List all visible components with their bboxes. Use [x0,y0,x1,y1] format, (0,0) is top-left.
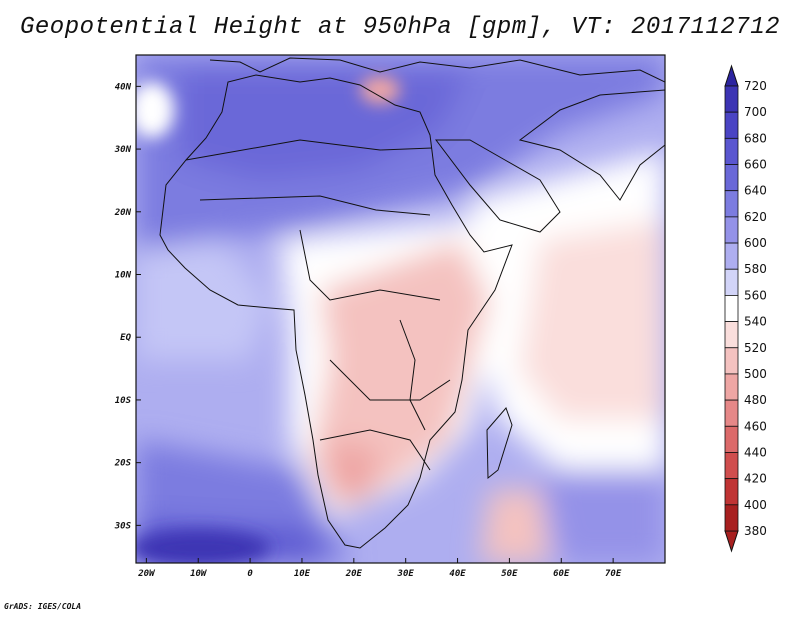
colorbar-label: 640 [744,184,767,198]
colorbar-swatch [724,504,739,532]
longitude-axis: 20W 10W 0 10E 20E 30E 40E 50E 60E 70E [137,558,622,579]
colorbar-swatch [724,295,739,322]
colorbar-label: 420 [744,472,767,486]
colorbar-swatch [724,321,739,349]
map-frame [135,54,666,564]
colorbar-swatch [724,399,739,427]
lon-tick-label: 70E [605,569,622,579]
colorbar-label: 560 [744,288,767,302]
lon-tick-label: 30E [397,569,415,579]
lon-tick-label: 50E [501,569,518,579]
lon-tick-label: 10E [294,569,311,579]
colorbar-swatch [724,85,739,113]
colorbar-label: 380 [744,524,767,538]
colorbar-label: 700 [744,105,767,119]
colorbar-label: 580 [744,262,767,276]
lat-tick-label: 20S [114,459,132,469]
coastlines [159,57,665,549]
lon-tick-label: 0 [247,569,253,579]
colorbar-swatch [724,137,739,165]
lat-tick-label: 10N [115,271,132,281]
lat-tick-label: 10S [115,396,132,406]
colorbar-label: 540 [744,315,767,329]
grads-credit: GrADS: IGES/COLA [4,602,82,611]
colorbar-bottom-arrow [724,530,739,553]
lat-tick-label: 30N [114,145,132,155]
colorbar-label: 720 [744,79,767,93]
colorbar-label: 680 [744,131,767,145]
latitude-axis: 40N 30N 20N 10N EQ 10S 20S 30S [114,82,141,531]
colorbar-label: 660 [744,158,767,172]
lon-tick-label: 20W [137,569,156,579]
colorbar-label: 460 [744,419,767,433]
colorbar-swatch [724,268,739,296]
colorbar-label: 600 [744,236,767,250]
colorbar-label: 480 [744,393,767,407]
colorbar-label: 440 [744,445,767,459]
colorbar-swatch [724,425,739,453]
lat-tick-label: 30S [114,521,132,531]
colorbar: 720 700 680 660 640 620 600 580 560 540 520 500 480 4… [724,64,767,553]
colorbar-label: 500 [744,367,767,381]
colorbar-swatch [724,242,739,270]
colorbar-swatch [724,216,739,244]
height-field [136,55,665,563]
colorbar-swatch [724,347,739,375]
colorbar-swatch [724,111,739,139]
colorbar-label: 520 [744,341,767,355]
lat-tick-label: 40N [115,82,132,92]
colorbar-swatch [724,164,739,192]
colorbar-label: 400 [744,498,767,512]
lon-tick-label: 60E [553,569,570,579]
colorbar-label: 620 [744,210,767,224]
lon-tick-label: 20E [345,569,363,579]
map-title: Geopotential Height at 950hPa [gpm], VT:… [19,14,781,41]
colorbar-swatch [724,452,739,480]
lon-tick-label: 10W [190,569,208,579]
colorbar-swatch [724,478,739,506]
lat-tick-label: 20N [114,208,132,218]
colorbar-swatch [724,190,739,218]
colorbar-swatch [724,373,739,401]
lon-tick-label: 40E [449,569,466,579]
colorbar-top-arrow [724,64,739,87]
lat-tick-label: EQ [120,333,131,343]
